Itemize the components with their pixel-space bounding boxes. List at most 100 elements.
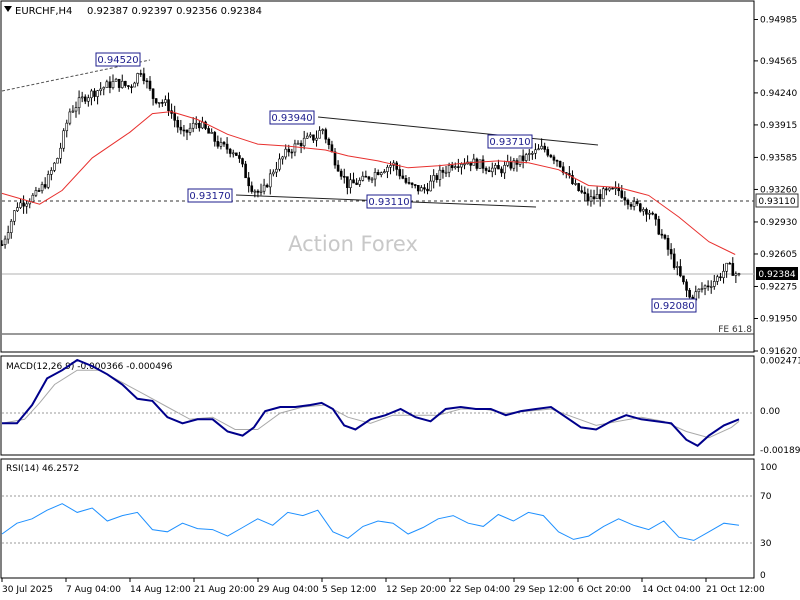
svg-text:0.93170: 0.93170 bbox=[189, 191, 230, 202]
candle bbox=[429, 175, 432, 192]
candle bbox=[642, 207, 645, 216]
candle bbox=[725, 262, 728, 278]
candle bbox=[28, 198, 32, 209]
candle bbox=[358, 177, 361, 187]
candle bbox=[244, 160, 247, 179]
macd-main-line bbox=[2, 358, 740, 448]
candle bbox=[34, 186, 38, 198]
x-tick-label: 12 Sep 20:00 bbox=[386, 585, 446, 595]
candle bbox=[571, 170, 574, 185]
candle bbox=[648, 209, 651, 220]
annotation-low-1: 0.93170 bbox=[187, 188, 233, 203]
support-price-tag: 0.93110 bbox=[755, 193, 799, 208]
candle bbox=[481, 155, 485, 174]
candle bbox=[355, 178, 358, 186]
candle bbox=[592, 189, 596, 205]
candle bbox=[194, 116, 198, 129]
rsi-tick-label: 30 bbox=[760, 539, 772, 549]
candle bbox=[120, 74, 124, 89]
candle bbox=[302, 130, 306, 150]
candle bbox=[460, 162, 463, 175]
svg-text:0.94520: 0.94520 bbox=[97, 55, 138, 66]
candle bbox=[253, 189, 257, 198]
candle bbox=[268, 169, 272, 195]
candle bbox=[93, 88, 96, 102]
candle bbox=[77, 90, 81, 115]
price-tick-label: 0.92275 bbox=[760, 282, 797, 292]
candle bbox=[379, 171, 383, 178]
candle bbox=[709, 280, 713, 294]
candle bbox=[700, 282, 704, 293]
macd-tick-label: 0.00 bbox=[760, 407, 780, 417]
candle bbox=[90, 88, 93, 106]
candle bbox=[595, 186, 599, 200]
candle bbox=[457, 158, 460, 172]
candle bbox=[423, 184, 426, 194]
candle bbox=[626, 198, 630, 210]
candle bbox=[56, 157, 59, 164]
annotation-low-3: 0.92080 bbox=[651, 298, 697, 313]
candle bbox=[130, 84, 133, 94]
candle bbox=[235, 152, 238, 156]
candle bbox=[688, 287, 691, 299]
price-tick-label: 0.93585 bbox=[760, 153, 797, 163]
candle bbox=[284, 144, 287, 160]
candle bbox=[404, 175, 408, 185]
candle bbox=[589, 189, 593, 207]
candle bbox=[176, 116, 180, 133]
candle bbox=[494, 162, 497, 176]
candle bbox=[638, 202, 642, 213]
annotation-high-3: 0.93710 bbox=[487, 134, 533, 149]
candle bbox=[478, 159, 482, 169]
candle bbox=[272, 169, 275, 177]
candle bbox=[204, 120, 207, 131]
watermark: Action Forex bbox=[288, 232, 418, 256]
candle bbox=[515, 158, 519, 172]
candle bbox=[716, 274, 719, 285]
candle bbox=[450, 161, 454, 171]
price-tick-label: 0.93260 bbox=[760, 185, 797, 195]
candle bbox=[722, 263, 725, 284]
candle bbox=[503, 160, 506, 179]
candle bbox=[222, 140, 226, 147]
x-tick-label: 5 Sep 12:00 bbox=[322, 585, 377, 595]
candle bbox=[392, 160, 395, 172]
candle bbox=[225, 137, 229, 154]
candle bbox=[349, 173, 352, 194]
candle bbox=[663, 233, 667, 240]
rsi-panel-frame bbox=[0, 458, 755, 579]
x-tick-label: 29 Sep 12:00 bbox=[514, 585, 574, 595]
candle bbox=[500, 166, 503, 177]
svg-text:0.93710: 0.93710 bbox=[489, 137, 530, 148]
candle bbox=[87, 94, 90, 107]
candle bbox=[330, 140, 334, 153]
candle bbox=[469, 161, 472, 172]
candle bbox=[127, 85, 130, 90]
candle bbox=[561, 162, 565, 176]
candle bbox=[321, 128, 324, 135]
candle bbox=[247, 172, 250, 193]
candle bbox=[645, 207, 648, 222]
svg-text:0.93110: 0.93110 bbox=[368, 197, 409, 208]
candle bbox=[537, 144, 540, 151]
candle bbox=[617, 183, 621, 197]
rsi-label: RSI(14) 46.2572 bbox=[6, 464, 79, 474]
candle bbox=[432, 169, 435, 189]
candle bbox=[71, 105, 75, 113]
candle bbox=[583, 186, 587, 201]
candle bbox=[315, 130, 318, 147]
candle bbox=[703, 284, 707, 296]
candle bbox=[531, 150, 534, 160]
candle bbox=[80, 91, 84, 103]
candle bbox=[142, 67, 146, 85]
candle bbox=[324, 127, 328, 144]
candle bbox=[105, 79, 109, 88]
candle bbox=[336, 160, 340, 172]
candle bbox=[179, 119, 183, 135]
candle bbox=[524, 152, 528, 164]
candle bbox=[96, 89, 99, 105]
price-panel-frame bbox=[0, 0, 755, 353]
candle bbox=[309, 132, 312, 139]
candle bbox=[102, 86, 106, 96]
candle bbox=[672, 248, 676, 270]
